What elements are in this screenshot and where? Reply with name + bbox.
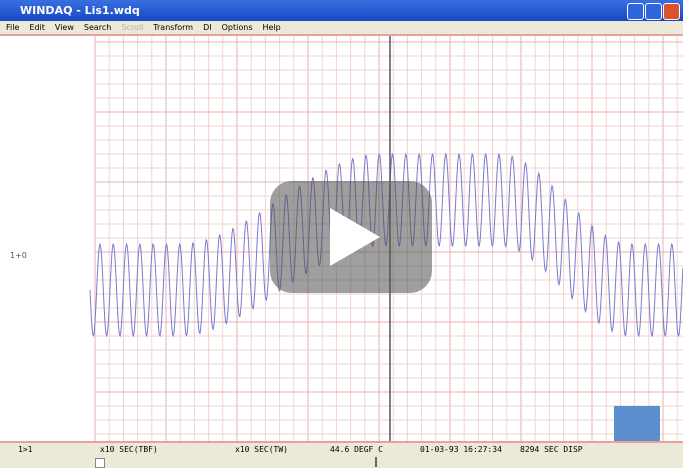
status-field: 1>1 [18, 443, 32, 456]
close-button[interactable] [663, 3, 680, 20]
menu-item[interactable]: Scroll [121, 23, 143, 32]
maximize-button[interactable] [645, 3, 662, 20]
scroll-marker [375, 457, 377, 467]
menu-item[interactable]: Edit [29, 23, 45, 32]
menu-item[interactable]: Search [84, 23, 111, 32]
menu-item[interactable]: File [6, 23, 19, 32]
title-bar: WINDAQ - Lis1.wdq [0, 0, 683, 21]
status-bar: 1>1 x10 SEC(TBF) x10 SEC(TW) 44.6 DEGF C 01-… [0, 441, 683, 456]
status-field: 01-03-93 16:27:34 [420, 443, 502, 456]
status-field: 44.6 DEGF C [330, 443, 383, 456]
status-field: x10 SEC(TW) [235, 443, 288, 456]
corner-icon [614, 406, 660, 441]
scroll-thumb[interactable] [95, 458, 105, 468]
menu-bar: File Edit View Search Scroll Transform DI Optio… [0, 21, 683, 36]
status-field: 8294 SEC DISP [520, 443, 583, 456]
window-title: WINDAQ - Lis1.wdq [20, 4, 140, 17]
menu-item[interactable]: DI [203, 23, 212, 32]
minimize-button[interactable] [627, 3, 644, 20]
menu-item[interactable]: Transform [153, 23, 193, 32]
menu-item[interactable]: View [55, 23, 74, 32]
channel-label: 1+0 [10, 251, 27, 260]
app-window: WINDAQ - Lis1.wdq File Edit View Search Scro… [0, 0, 683, 468]
menu-item[interactable]: Help [263, 23, 281, 32]
scroll-bar[interactable] [0, 456, 683, 468]
menu-item[interactable]: Options [222, 23, 253, 32]
waveform-plot: 1+0 [0, 36, 683, 441]
status-field: x10 SEC(TBF) [100, 443, 158, 456]
